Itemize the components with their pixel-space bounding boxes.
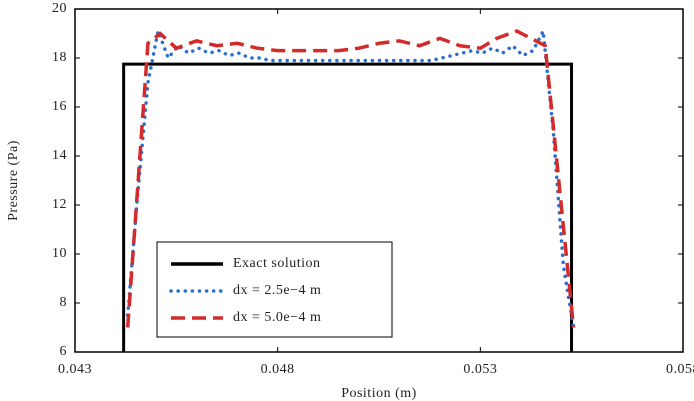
y-tick-label: 18 [52,50,67,65]
y-tick-label: 12 [52,197,67,212]
y-axis-label: Pressure (Pa) [6,140,21,221]
legend-label: dx = 2.5e−4 m [233,283,321,298]
plot-frame [74,8,684,353]
legend-box [156,241,393,338]
x-tick-label: 0.058 [666,362,694,377]
y-tick-label: 20 [52,1,67,16]
series-line [125,29,576,328]
y-tick-label: 16 [52,99,67,114]
y-tick-label: 14 [52,148,67,163]
x-axis-label: Position (m) [341,386,417,401]
legend-label: Exact solution [233,256,321,271]
x-tick-label: 0.043 [58,362,92,377]
series-line [122,62,574,352]
x-tick-label: 0.053 [463,362,497,377]
y-tick-label: 8 [60,295,68,310]
x-tick-label: 0.048 [261,362,295,377]
y-tick-label: 6 [60,344,68,359]
legend-label: dx = 5.0e−4 m [233,310,321,325]
y-tick-label: 10 [52,246,67,261]
series-line [125,24,576,330]
